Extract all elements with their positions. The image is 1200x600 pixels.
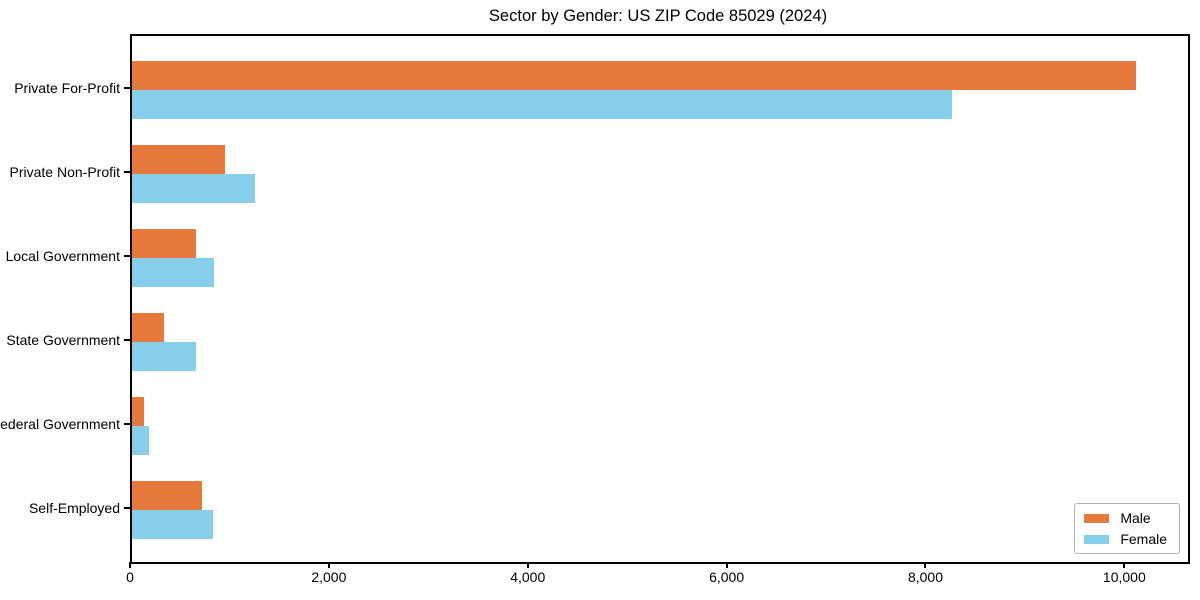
bar-male-private-non-profit — [132, 145, 225, 174]
ytick-label-local-government: Local Government — [5, 248, 120, 264]
ytick-mark-private-non-profit — [124, 171, 130, 173]
ytick-label-self-employed: Self-Employed — [28, 500, 120, 516]
ytick-mark-private-for-profit — [124, 87, 130, 89]
legend-swatch-male — [1084, 513, 1110, 523]
bar-female-private-non-profit — [132, 174, 256, 203]
xtick-mark-6-000 — [725, 562, 728, 568]
xtick-mark-10-000 — [1123, 562, 1126, 568]
ytick-mark-local-government — [124, 255, 130, 257]
xtick-mark-4-000 — [526, 562, 529, 568]
xtick-mark-8-000 — [924, 562, 927, 568]
ytick-label-federal-government: Federal Government — [0, 416, 120, 432]
legend-label-female: Female — [1120, 531, 1167, 547]
bar-female-private-for-profit — [132, 90, 953, 119]
legend-swatch-female — [1084, 534, 1110, 544]
legend-item-male: Male — [1084, 511, 1167, 525]
xtick-mark-0 — [129, 562, 131, 568]
bar-male-self-employed — [132, 481, 203, 510]
bar-male-local-government — [132, 229, 197, 258]
xtick-label-4-000: 4,000 — [510, 569, 546, 585]
xtick-label-6-000: 6,000 — [709, 569, 745, 585]
bar-female-state-government — [132, 342, 197, 371]
xtick-label-2-000: 2,000 — [311, 569, 347, 585]
bar-male-federal-government — [132, 397, 144, 426]
bar-female-local-government — [132, 258, 214, 287]
ytick-label-state-government: State Government — [6, 332, 120, 348]
ytick-label-private-non-profit: Private Non-Profit — [9, 164, 120, 180]
ytick-label-private-for-profit: Private For-Profit — [14, 80, 120, 96]
xtick-label-8-000: 8,000 — [907, 569, 943, 585]
legend: Male Female — [1074, 503, 1180, 554]
bar-female-self-employed — [132, 510, 213, 539]
xtick-label-10-000: 10,000 — [1102, 569, 1146, 585]
legend-item-female: Female — [1084, 532, 1167, 546]
bar-male-state-government — [132, 313, 164, 342]
bar-female-federal-government — [132, 426, 149, 455]
ytick-mark-federal-government — [124, 423, 130, 425]
ytick-mark-self-employed — [124, 507, 130, 509]
chart-title: Sector by Gender: US ZIP Code 85029 (202… — [488, 7, 828, 25]
legend-label-male: Male — [1120, 510, 1151, 526]
ytick-mark-state-government — [124, 339, 130, 341]
bar-male-private-for-profit — [132, 61, 1137, 90]
plot-area: Male Female — [130, 34, 1190, 564]
xtick-label-0: 0 — [126, 569, 134, 585]
xtick-mark-2-000 — [327, 562, 330, 568]
